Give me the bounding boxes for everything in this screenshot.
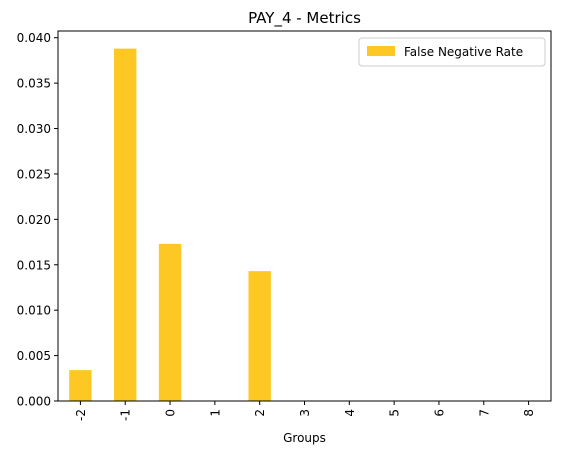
legend-label-false-negative-rate: False Negative Rate — [404, 45, 523, 59]
bar-2 — [248, 271, 271, 401]
y-tick-label: 0.010 — [17, 304, 51, 318]
legend-box — [358, 37, 546, 67]
y-tick-label: 0.035 — [17, 77, 51, 91]
x-tick-label: 0 — [164, 409, 178, 417]
x-tick-label: -1 — [119, 409, 133, 421]
x-tick-label: 5 — [388, 409, 402, 417]
x-tick-label: 6 — [432, 409, 446, 417]
x-tick-label: 8 — [522, 409, 536, 417]
chart-title: PAY_4 - Metrics — [248, 9, 361, 28]
bar-0 — [158, 243, 182, 401]
legend: False Negative Rate — [358, 37, 546, 67]
y-tick-label: 0.040 — [17, 31, 51, 45]
x-axis: -2 -1 0 1 2 3 4 5 6 7 8 — [74, 401, 536, 421]
y-axis: 0.000 0.005 0.010 0.015 0.020 0.025 0.030 0.035… — [17, 31, 58, 409]
x-tick-label: -2 — [74, 409, 88, 421]
y-tick-label: 0.000 — [17, 395, 51, 409]
x-axis-label: Groups — [283, 431, 326, 445]
x-tick-label: 7 — [477, 409, 491, 417]
y-tick-label: 0.020 — [17, 213, 51, 227]
legend-swatch — [367, 46, 395, 56]
y-tick-label: 0.015 — [17, 258, 51, 272]
y-tick-label: 0.025 — [17, 167, 51, 181]
x-tick-label: 1 — [208, 409, 222, 417]
bar--2 — [69, 370, 92, 401]
bars — [69, 48, 271, 401]
x-tick-label: 4 — [343, 409, 357, 417]
y-tick-label: 0.005 — [17, 349, 51, 363]
y-tick-label: 0.030 — [17, 122, 51, 136]
x-tick-label: 3 — [298, 409, 312, 417]
bar--1 — [114, 48, 137, 401]
x-tick-label: 2 — [253, 409, 267, 417]
